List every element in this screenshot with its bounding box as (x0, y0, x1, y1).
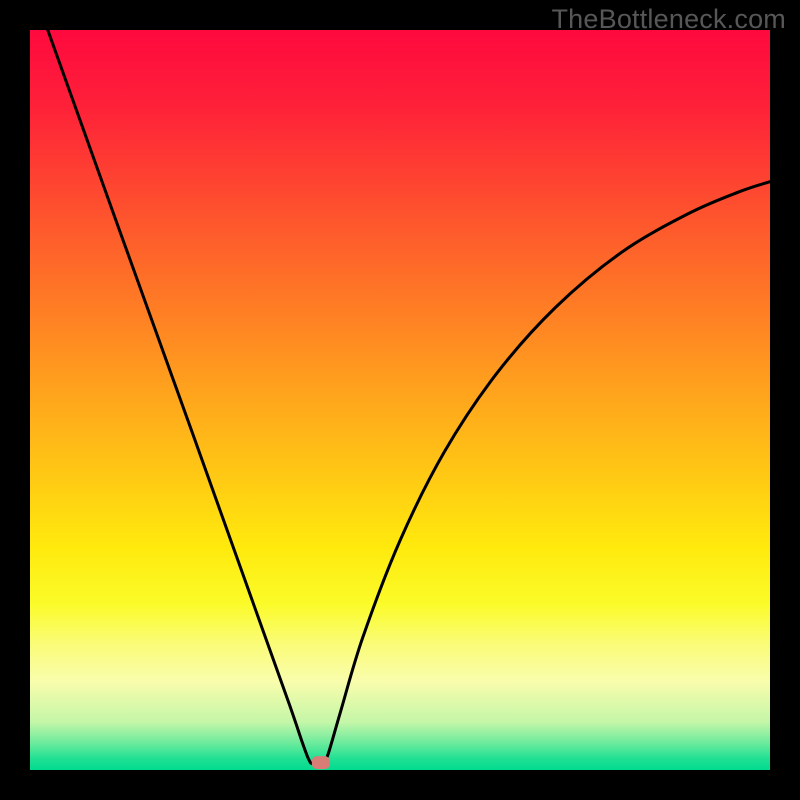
chart-frame: TheBottleneck.com (0, 0, 800, 800)
plot-area (30, 30, 770, 770)
gradient-plot-svg (30, 30, 770, 770)
optimum-marker (312, 756, 330, 769)
watermark-text: TheBottleneck.com (551, 4, 786, 35)
gradient-background (30, 30, 770, 770)
